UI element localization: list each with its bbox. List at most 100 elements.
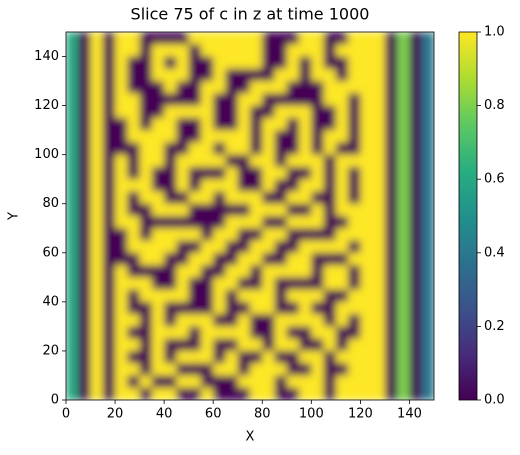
heatmap-cell (311, 105, 325, 119)
heatmap-cell (200, 375, 214, 389)
heatmap-cell (90, 166, 104, 180)
heatmap-cell (90, 179, 104, 192)
heatmap-cell (237, 216, 251, 229)
heatmap-cell (139, 314, 153, 327)
heatmap-cell (188, 277, 202, 291)
heatmap-cell (323, 326, 337, 340)
heatmap-cell (360, 338, 374, 352)
heatmap-cell (421, 252, 434, 266)
heatmap-cell (250, 130, 263, 143)
heatmap-cell (372, 265, 386, 278)
heatmap-cell (397, 105, 410, 119)
heatmap-cell (115, 68, 128, 82)
heatmap-cell (299, 375, 312, 389)
heatmap-cell (225, 338, 239, 352)
heatmap-cell (372, 130, 386, 143)
heatmap-cell (421, 105, 434, 119)
heatmap-cell (421, 130, 434, 143)
heatmap-cell (90, 387, 104, 400)
heatmap-cell (299, 154, 312, 168)
heatmap-cell (90, 326, 104, 340)
heatmap-cell (274, 314, 288, 327)
heatmap-cell (90, 191, 104, 205)
heatmap-cell (115, 326, 128, 340)
heatmap-cell (409, 265, 423, 278)
heatmap-cell (372, 93, 386, 107)
heatmap-cell (348, 56, 361, 70)
heatmap-cell (66, 105, 79, 119)
heatmap-cell (372, 375, 386, 389)
heatmap-cell (90, 105, 104, 119)
heatmap-cell (176, 32, 190, 45)
heatmap-cell (115, 105, 128, 119)
heatmap-cell (127, 117, 141, 131)
heatmap-cell (262, 44, 276, 58)
heatmap-cell (188, 130, 202, 143)
heatmap-cell (176, 44, 190, 58)
heatmap-cell (200, 363, 214, 376)
heatmap-cell (335, 252, 349, 266)
heatmap-cell (139, 44, 153, 58)
heatmap-cell (78, 81, 92, 94)
heatmap-cell (409, 216, 423, 229)
heatmap-cell (237, 375, 251, 389)
heatmap-cell (311, 32, 325, 45)
y-tick-label: 0 (51, 393, 59, 408)
heatmap-cell (237, 32, 251, 45)
heatmap-cell (372, 228, 386, 242)
heatmap-cell (115, 166, 128, 180)
heatmap-cell (348, 68, 361, 82)
heatmap-cell (225, 81, 239, 94)
heatmap-cell (102, 252, 116, 266)
heatmap-cell (360, 179, 374, 192)
heatmap-cell (348, 154, 361, 168)
heatmap-cell (151, 179, 165, 192)
heatmap-cell (348, 252, 361, 266)
heatmap-cell (421, 228, 434, 242)
heatmap-cell (274, 265, 288, 278)
heatmap-cell (127, 289, 141, 303)
heatmap-cell (274, 338, 288, 352)
heatmap-cell (225, 301, 239, 315)
heatmap-cell (90, 265, 104, 278)
heatmap-cell (66, 265, 79, 278)
heatmap-cell (176, 387, 190, 400)
heatmap-cell (262, 216, 276, 229)
heatmap-cell (384, 326, 398, 340)
heatmap-cell (335, 32, 349, 45)
heatmap-cell (164, 68, 177, 82)
heatmap-cell (384, 166, 398, 180)
heatmap-cell (213, 56, 226, 70)
heatmap-cell (262, 289, 276, 303)
heatmap-cell (90, 44, 104, 58)
heatmap-cell (127, 216, 141, 229)
heatmap-cell (151, 105, 165, 119)
heatmap-cell (286, 326, 300, 340)
heatmap-cell (335, 289, 349, 303)
heatmap-cell (250, 56, 263, 70)
heatmap-cell (78, 105, 92, 119)
heatmap-cell (66, 44, 79, 58)
heatmap-cell (90, 216, 104, 229)
heatmap-cell (102, 130, 116, 143)
heatmap-cell (151, 93, 165, 107)
heatmap-cell (78, 117, 92, 131)
heatmap-cell (176, 105, 190, 119)
heatmap-cell (102, 301, 116, 315)
heatmap-cell (164, 301, 177, 315)
heatmap-cell (323, 154, 337, 168)
heatmap-cell (213, 252, 226, 266)
heatmap-cell (66, 252, 79, 266)
heatmap-cell (384, 338, 398, 352)
heatmap-cell (176, 154, 190, 168)
heatmap-cell (188, 142, 202, 156)
heatmap-cell (164, 130, 177, 143)
heatmap-cell (151, 338, 165, 352)
heatmap-cell (90, 350, 104, 364)
heatmap-cell (262, 105, 276, 119)
heatmap-cell (139, 252, 153, 266)
heatmap-cell (115, 117, 128, 131)
heatmap-cell (78, 326, 92, 340)
heatmap-cell (176, 130, 190, 143)
heatmap-cell (139, 338, 153, 352)
